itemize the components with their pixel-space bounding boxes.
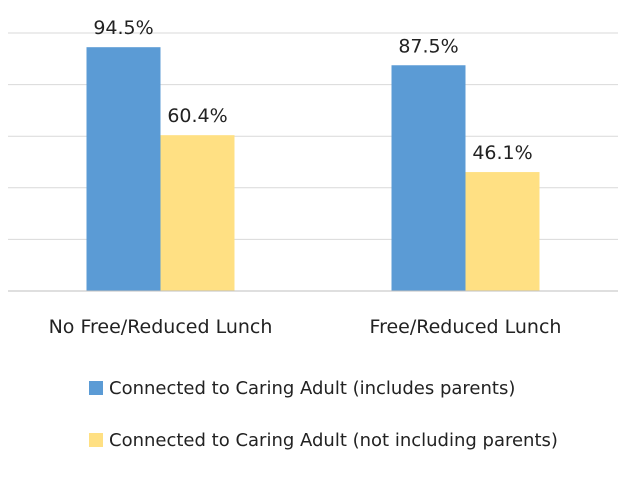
data-label: 94.5% bbox=[93, 17, 153, 39]
legend-entry: Connected to Caring Adult (not including… bbox=[89, 425, 558, 455]
data-labels: 94.5% 60.4% 87.5% 46.1% bbox=[93, 17, 532, 164]
bar bbox=[160, 135, 235, 291]
data-label: 87.5% bbox=[398, 35, 458, 57]
x-tick-labels: No Free/Reduced Lunch Free/Reduced Lunch bbox=[49, 316, 562, 338]
legend-label: Connected to Caring Adult (not including… bbox=[109, 429, 558, 451]
legend-swatch bbox=[89, 433, 103, 447]
bar-chart: 94.5% 60.4% 87.5% 46.1% No Free/Reduced Lun… bbox=[8, 17, 618, 338]
legend: Connected to Caring Adult (includes pare… bbox=[89, 373, 558, 477]
bar bbox=[86, 47, 161, 291]
x-tick-label: No Free/Reduced Lunch bbox=[49, 316, 273, 338]
bar bbox=[391, 65, 466, 291]
data-label: 60.4% bbox=[167, 105, 227, 127]
legend-swatch bbox=[89, 381, 103, 395]
data-label: 46.1% bbox=[472, 142, 532, 164]
bars bbox=[86, 47, 540, 291]
bar bbox=[465, 172, 540, 291]
legend-label: Connected to Caring Adult (includes pare… bbox=[109, 377, 516, 399]
x-tick-label: Free/Reduced Lunch bbox=[370, 316, 562, 338]
legend-entry: Connected to Caring Adult (includes pare… bbox=[89, 373, 558, 403]
